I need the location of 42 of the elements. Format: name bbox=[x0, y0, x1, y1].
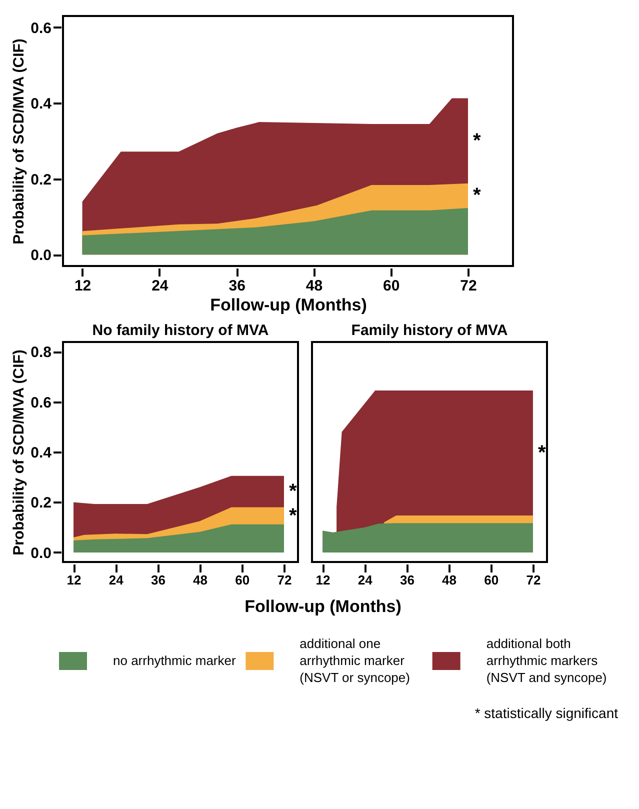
chart-title: No family history of MVA bbox=[92, 322, 269, 339]
annotation: * bbox=[538, 442, 546, 464]
x-tick-label: 60 bbox=[484, 572, 499, 588]
text: * statistically significant bbox=[474, 705, 618, 721]
x-tick-label: 24 bbox=[152, 278, 169, 294]
x-tick-label: 36 bbox=[150, 572, 166, 588]
y-tick-label: 0.4 bbox=[30, 444, 52, 462]
x-tick-label: 48 bbox=[193, 572, 208, 588]
x-tick-label: 12 bbox=[66, 572, 82, 588]
y-axis-title: Probability of SCD/MVA (CIF) bbox=[10, 350, 28, 556]
chart-title: Family history of MVA bbox=[351, 322, 508, 339]
y-tick-label: 0.2 bbox=[30, 494, 52, 512]
x-axis-title: Follow-up (Months) bbox=[244, 597, 402, 616]
x-tick-label: 12 bbox=[316, 572, 330, 588]
y-tick-label: 0.8 bbox=[30, 344, 52, 362]
x-tick-label: 72 bbox=[460, 278, 477, 294]
legend-label: additional one arrhythmic marker (NSVT or syncope) bbox=[300, 636, 410, 685]
x-tick-label: 72 bbox=[277, 572, 292, 588]
y-tick-label: 0.6 bbox=[30, 20, 52, 37]
y-tick-label: 0.6 bbox=[30, 394, 52, 412]
legend-label: no arrhythmic marker bbox=[113, 653, 236, 668]
x-tick-label: 48 bbox=[306, 278, 323, 294]
x-tick-label: 72 bbox=[526, 572, 541, 588]
x-tick-label: 60 bbox=[383, 278, 400, 294]
x-tick-label: 36 bbox=[228, 278, 246, 294]
annotation: * bbox=[473, 130, 481, 152]
legend-label: additional both arrhythmic markers (NSVT and syncope) bbox=[486, 636, 607, 685]
x-tick-label: 24 bbox=[358, 572, 374, 588]
annotation: * bbox=[473, 184, 481, 207]
y-tick-label: 0.0 bbox=[30, 544, 52, 562]
x-tick-label: 36 bbox=[400, 572, 414, 588]
annotation: * bbox=[288, 504, 297, 527]
x-tick-label: 60 bbox=[235, 572, 250, 588]
y-axis-title: Probability of SCD/MVA (CIF) bbox=[10, 38, 28, 244]
annotation: * bbox=[288, 480, 297, 503]
x-tick-label: 24 bbox=[108, 572, 124, 588]
y-tick-label: 0.4 bbox=[30, 96, 52, 113]
y-tick-label: 0.2 bbox=[30, 171, 52, 188]
x-axis-title: Follow-up (Months) bbox=[210, 296, 367, 314]
x-tick-label: 12 bbox=[74, 278, 92, 294]
x-tick-label: 48 bbox=[442, 572, 457, 588]
y-tick-label: 0.0 bbox=[30, 247, 52, 264]
